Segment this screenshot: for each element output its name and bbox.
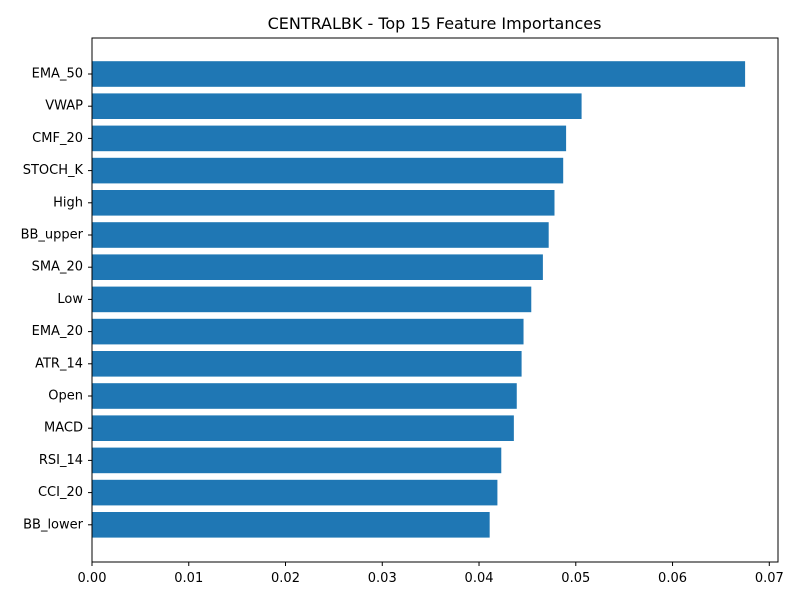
bar-rsi-14	[92, 447, 502, 474]
plot-frame	[91, 37, 779, 563]
chart-title: CENTRALBK - Top 15 Feature Importances	[268, 14, 602, 33]
bar-vwap	[92, 93, 582, 119]
y-axis-ticks: EMA_50 VWAP CMF_20 STOCH_K High BB_upper SMA_2…	[21, 67, 92, 532]
bar-sma-20	[92, 254, 543, 280]
y-tick-label: Open	[48, 389, 83, 404]
y-tick-label: EMA_50	[32, 67, 83, 82]
bar-open	[92, 383, 517, 409]
bar-ema-50	[92, 61, 746, 87]
bar-stoch-k	[92, 157, 564, 184]
bars-group	[92, 61, 746, 538]
y-tick-label: ATR_14	[35, 356, 83, 371]
bar-atr-14	[92, 351, 522, 377]
x-tick-label: 0.06	[658, 571, 687, 586]
y-tick-label: MACD	[44, 421, 83, 436]
y-tick-label: BB_upper	[21, 228, 84, 243]
x-axis-ticks: 0.00 0.01 0.02 0.03 0.04 0.05 0.06 0.07	[78, 562, 784, 586]
bar-high	[92, 190, 555, 216]
bar-cci-20	[92, 479, 498, 506]
x-tick-label: 0.01	[174, 571, 203, 586]
y-tick-label: High	[53, 195, 83, 210]
bar-low	[92, 286, 532, 313]
y-tick-label: VWAP	[45, 99, 83, 114]
x-tick-label: 0.02	[271, 571, 300, 586]
y-tick-label: RSI_14	[39, 453, 83, 468]
bar-ema-20	[92, 318, 524, 345]
x-tick-label: 0.03	[368, 571, 397, 586]
x-tick-label: 0.05	[561, 571, 590, 586]
bar-macd	[92, 415, 514, 441]
y-tick-label: EMA_20	[32, 324, 83, 339]
y-tick-label: BB_lower	[23, 517, 84, 532]
x-tick-label: 0.04	[465, 571, 494, 586]
y-tick-label: Low	[57, 292, 83, 307]
bar-bb-lower	[92, 512, 490, 538]
bar-cmf-20	[92, 125, 567, 152]
y-tick-label: CCI_20	[38, 485, 83, 500]
x-tick-label: 0.07	[755, 571, 784, 586]
y-tick-label: STOCH_K	[23, 163, 84, 178]
bar-bb-upper	[92, 222, 549, 248]
y-tick-label: CMF_20	[32, 131, 83, 146]
x-tick-label: 0.00	[78, 571, 107, 586]
y-tick-label: SMA_20	[32, 260, 83, 275]
